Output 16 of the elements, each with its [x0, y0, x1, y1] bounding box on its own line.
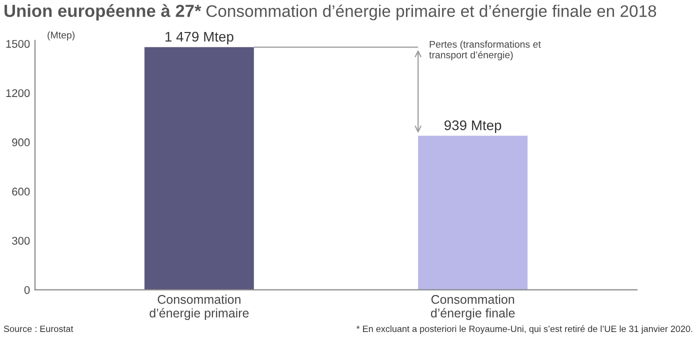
text: * En excluant a posteriori le Royaume-Uni, qui s’est retiré de l’UE le 31 janvier 2020. — [356, 325, 692, 334]
x-tick-label: Consommation d’énergie primaire — [150, 294, 249, 320]
data-label: 939 Mtep — [444, 120, 502, 133]
data-label: 1 479 Mtep — [166, 32, 234, 44]
x-tick-label: Consommation d’énergie finale — [430, 294, 515, 320]
source-note: Source : Eurostat — [4, 326, 74, 332]
chart-title: Union européenne à 27* — [4, 4, 202, 20]
y-tick-label: 1500 — [6, 40, 30, 48]
y-tick-label: 0 — [24, 286, 30, 294]
y-tick-label: 300 — [12, 236, 30, 245]
y-tick-label: 1200 — [6, 89, 30, 98]
y-axis-title: (Mtep) — [48, 31, 75, 40]
annotation: Pertes (transformations et transport d’énergie) — [429, 40, 541, 60]
y-tick-label: 900 — [12, 138, 30, 146]
y-tick-label: 600 — [12, 188, 30, 196]
chart-subtitle: Consommation d’énergie primaire et d’énergie finale en 2018 — [206, 4, 656, 20]
